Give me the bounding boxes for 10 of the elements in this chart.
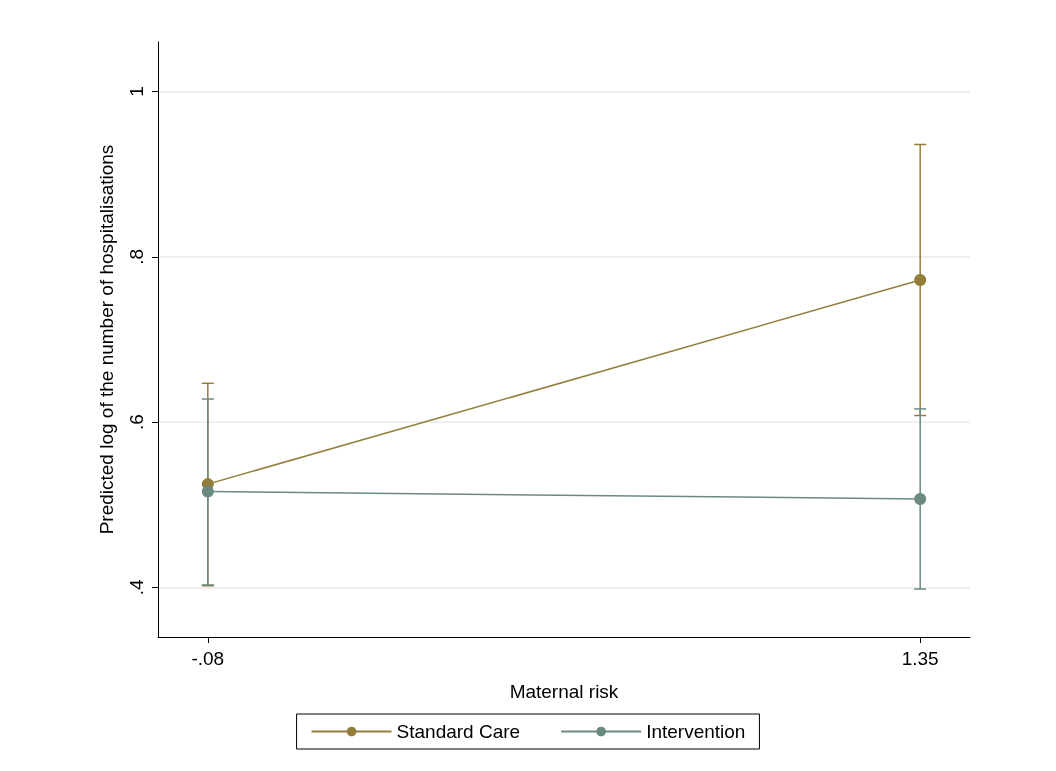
y-tick-label: 1: [126, 86, 147, 97]
legend-label: Standard Care: [396, 721, 521, 742]
x-axis-title: Maternal risk: [509, 681, 619, 702]
x-tick-label: -.08: [191, 648, 225, 669]
y-axis-title: Predicted log of the number of hospitalisations: [96, 144, 117, 535]
legend-label: Intervention: [646, 721, 746, 742]
y-tick-label: .6: [126, 414, 147, 431]
x-tick-label: 1.35: [901, 648, 939, 669]
y-tick-label: .8: [126, 248, 147, 265]
y-tick-label: .4: [126, 579, 147, 596]
